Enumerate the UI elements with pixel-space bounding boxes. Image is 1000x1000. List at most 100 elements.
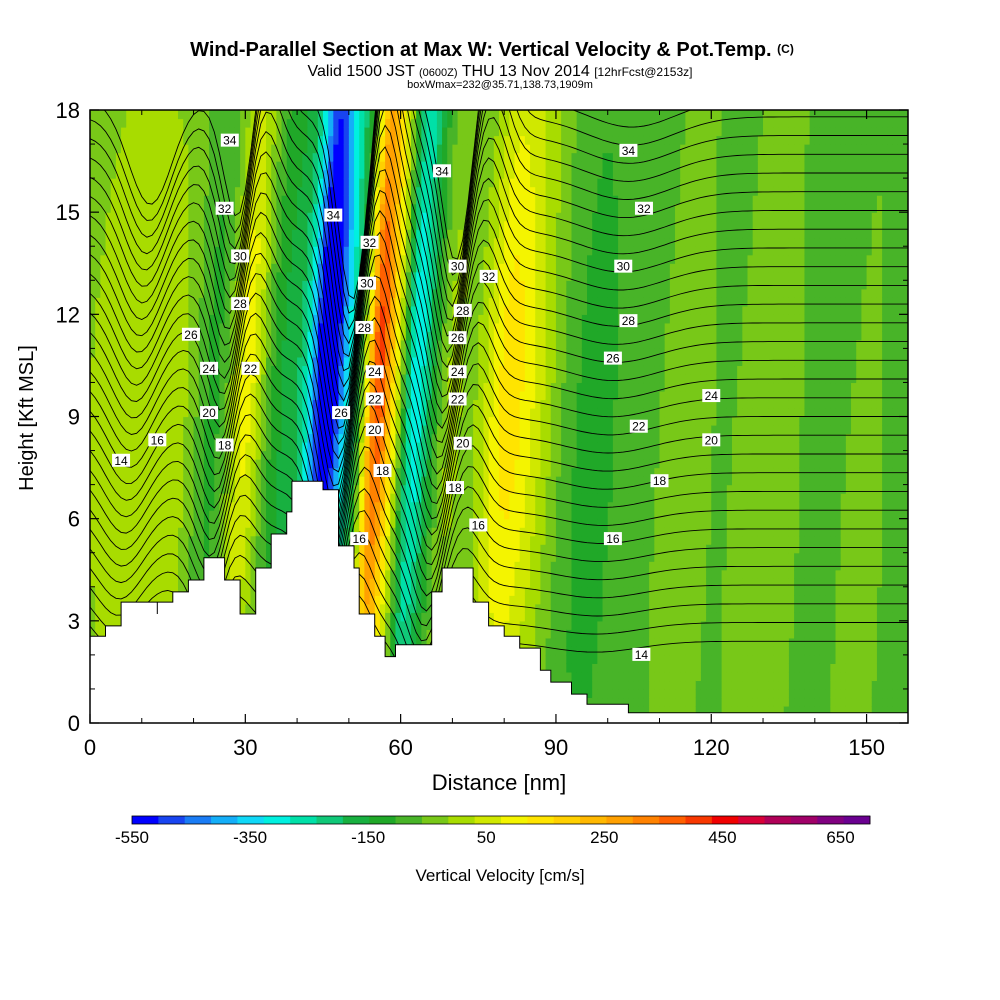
field-cell <box>333 399 340 409</box>
field-cell <box>115 169 122 179</box>
field-cell <box>255 459 262 469</box>
field-cell <box>266 535 272 545</box>
field-cell <box>105 348 112 358</box>
field-cell <box>131 220 138 230</box>
field-cell <box>131 348 138 358</box>
field-cell <box>395 195 402 205</box>
field-cell <box>369 493 376 503</box>
field-cell <box>95 399 101 409</box>
field-cell <box>240 152 246 162</box>
field-cell <box>172 467 179 477</box>
field-cell <box>245 161 252 171</box>
field-cell <box>131 271 138 281</box>
field-cell <box>214 433 221 443</box>
field-cell <box>152 544 158 554</box>
field-cell <box>281 220 288 230</box>
field-cell <box>240 348 246 358</box>
field-cell <box>193 373 200 384</box>
field-cell <box>359 493 365 503</box>
field-cell <box>369 127 376 137</box>
field-cell <box>385 612 391 622</box>
field-cell <box>416 322 422 332</box>
field-cell <box>152 356 158 367</box>
field-cell <box>234 535 241 545</box>
field-cell <box>183 382 189 392</box>
field-cell <box>172 535 179 545</box>
field-cell <box>379 518 386 528</box>
field-cell <box>209 518 215 528</box>
field-cell <box>183 280 189 290</box>
field-cell <box>234 348 241 358</box>
field-cell <box>234 484 241 494</box>
field-cell <box>400 339 407 349</box>
field-cell <box>436 476 443 486</box>
field-cell <box>131 118 138 128</box>
field-cell <box>188 178 195 188</box>
field-cell <box>255 195 262 205</box>
field-cell <box>105 237 112 247</box>
field-cell <box>188 407 195 418</box>
field-cell <box>167 118 174 128</box>
field-cell <box>214 373 221 384</box>
field-cell <box>131 356 138 367</box>
field-cell <box>317 161 324 171</box>
field-cell <box>317 322 324 332</box>
field-cell <box>157 212 164 222</box>
field-cell <box>95 212 101 222</box>
field-cell <box>183 416 189 426</box>
field-cell <box>136 254 143 264</box>
field-cell <box>141 390 148 401</box>
field-cell <box>390 229 397 239</box>
field-cell <box>229 271 236 281</box>
field-cell <box>193 382 200 392</box>
field-cell <box>271 127 277 137</box>
field-cell <box>193 212 200 222</box>
field-cell <box>178 552 184 562</box>
field-cell <box>95 110 101 120</box>
field-cell <box>115 399 122 409</box>
field-cell <box>421 544 428 554</box>
field-cell <box>266 118 272 128</box>
field-cell <box>390 127 397 137</box>
field-cell <box>167 373 174 384</box>
field-cell <box>281 161 288 171</box>
field-cell <box>400 195 407 205</box>
field-cell <box>328 365 334 375</box>
field-cell <box>291 450 298 460</box>
field-cell <box>416 297 422 307</box>
field-cell <box>255 450 262 460</box>
field-cell <box>359 135 365 145</box>
field-cell <box>255 288 262 298</box>
field-cell <box>271 118 277 128</box>
field-cell <box>333 246 340 256</box>
field-cell <box>260 416 267 426</box>
field-cell <box>115 510 122 520</box>
field-cell <box>172 356 179 367</box>
field-cell <box>95 220 101 230</box>
field-cell <box>95 195 101 205</box>
field-cell <box>374 229 381 239</box>
field-cell <box>193 127 200 137</box>
field-cell <box>271 527 277 537</box>
field-cell <box>234 450 241 460</box>
field-cell <box>421 186 428 196</box>
field-cell <box>131 510 138 520</box>
field-cell <box>312 135 319 145</box>
field-cell <box>354 152 360 162</box>
field-cell <box>390 552 397 562</box>
field-cell <box>146 356 153 367</box>
field-cell <box>395 433 402 443</box>
field-cell <box>385 186 391 196</box>
field-cell <box>410 399 417 409</box>
field-cell <box>395 416 402 426</box>
field-cell <box>343 305 350 315</box>
field-cell <box>121 178 127 188</box>
field-cell <box>281 339 288 349</box>
field-cell <box>400 595 407 605</box>
field-cell <box>410 484 417 494</box>
field-cell <box>100 501 107 511</box>
field-cell <box>105 331 112 341</box>
field-cell <box>198 152 205 162</box>
field-cell <box>400 603 407 613</box>
field-cell <box>395 144 402 154</box>
